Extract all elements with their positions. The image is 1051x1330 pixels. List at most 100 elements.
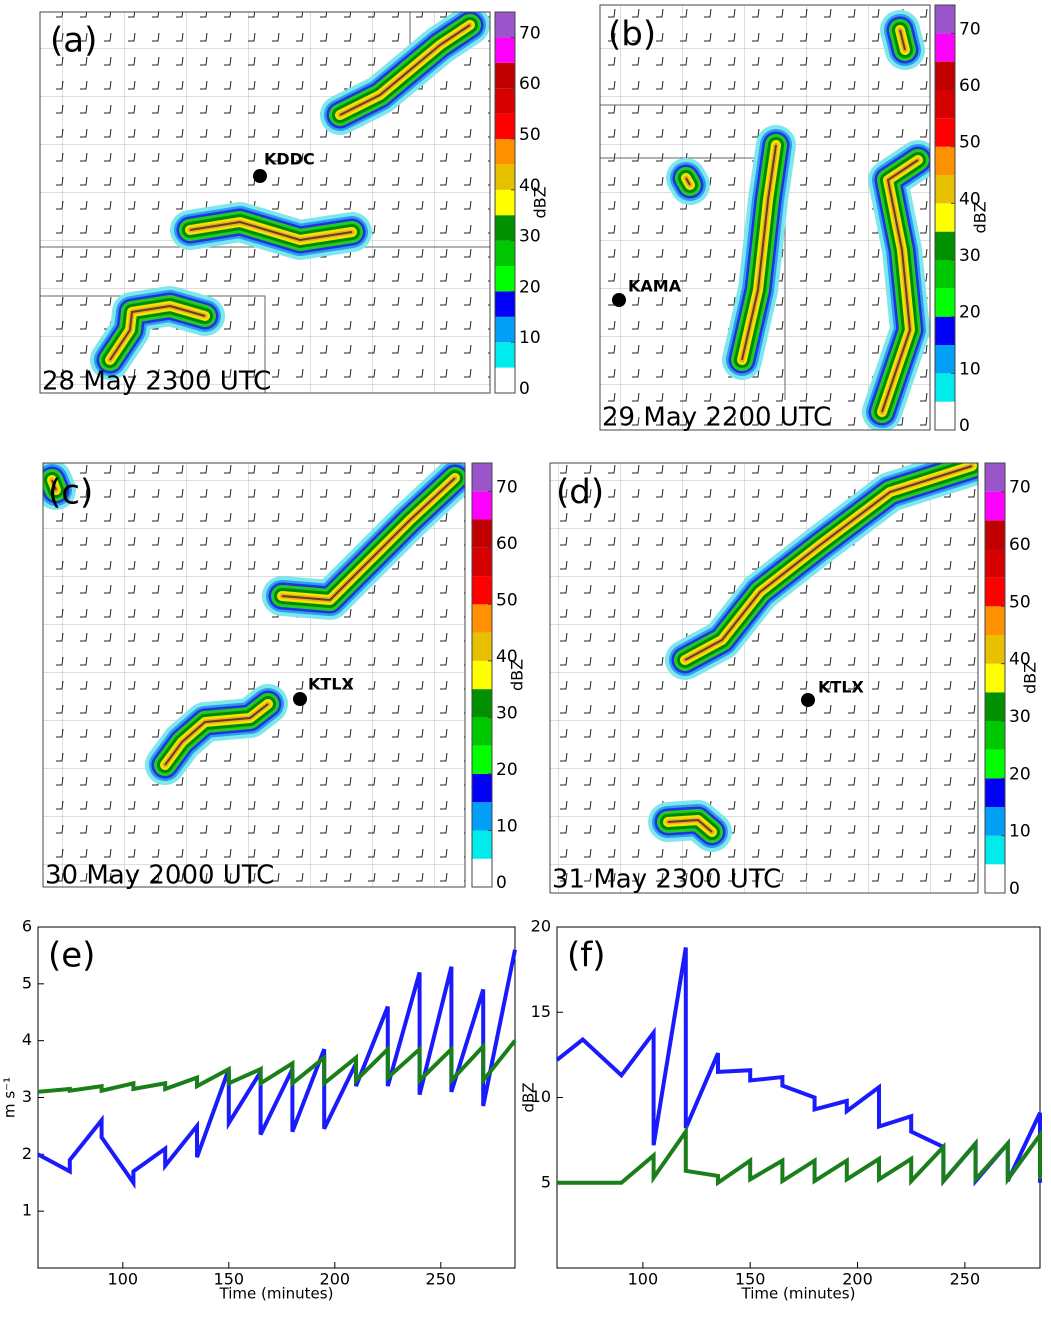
reflectivity-contour	[51, 479, 57, 491]
y-tick-label: 3	[22, 1087, 32, 1106]
y-tick-label: 20	[531, 917, 551, 936]
colorbar-tick-label: 20	[959, 303, 981, 323]
reflectivity-contour	[281, 477, 456, 602]
y-tick-label: 10	[531, 1087, 551, 1106]
colorbar-segment	[985, 663, 1005, 693]
colorbar-segment	[495, 37, 515, 63]
colorbar-segment	[472, 576, 492, 605]
colorbar-segment	[985, 721, 1005, 750]
panel-time: 29 May 2200 UTC	[602, 403, 831, 433]
colorbar-segment	[985, 635, 1005, 664]
colorbar-segment	[985, 835, 1005, 865]
colorbar-segment	[472, 745, 492, 774]
station-label: KTLX	[818, 678, 865, 697]
panel-time: 28 May 2300 UTC	[42, 367, 271, 397]
colorbar-segment	[935, 33, 955, 62]
map-frame	[549, 462, 979, 894]
colorbar-segment	[935, 203, 955, 232]
y-tick-label: 5	[541, 1172, 551, 1191]
colorbar-tick-label: 30	[519, 227, 541, 247]
colorbar-segment	[472, 858, 492, 887]
colorbar-segment	[495, 88, 515, 114]
plot-area	[556, 926, 1041, 1269]
colorbar-segment	[985, 577, 1005, 607]
colorbar-segment	[935, 146, 955, 175]
x-tick-label: 150	[735, 1270, 766, 1289]
colorbar-tick-label: 50	[959, 133, 981, 153]
x-tick-label: 150	[214, 1270, 245, 1289]
colorbar-tick-label: 30	[496, 703, 518, 723]
reflectivity-contour	[685, 177, 691, 186]
colorbar-tick-label: 20	[496, 760, 518, 780]
panel-label: (b)	[608, 15, 656, 55]
map-panel	[550, 463, 978, 893]
y-axis-label: dBZ	[520, 1082, 538, 1112]
colorbar-tick-label: 50	[519, 125, 541, 145]
map-panel	[43, 463, 465, 887]
colorbar-segment	[472, 632, 492, 661]
panel-time: 30 May 2000 UTC	[45, 861, 274, 891]
colorbar-tick-label: 70	[496, 477, 518, 497]
colorbar-tick-label: 0	[959, 416, 970, 436]
colorbar-segment	[935, 345, 955, 374]
colorbar-tick-label: 60	[1009, 535, 1031, 555]
colorbar-segment	[495, 215, 515, 241]
colorbar-tick-label: 30	[1009, 707, 1031, 727]
x-axis-label: Time (minutes)	[219, 1285, 334, 1303]
colorbar-tick-label: 0	[1009, 879, 1020, 899]
colorbar-segment	[472, 463, 492, 492]
colorbar-tick-label: 20	[1009, 764, 1031, 784]
colorbar-segment	[495, 342, 515, 368]
colorbar-segment	[935, 231, 955, 260]
colorbar-tick-label: 70	[519, 23, 541, 43]
colorbar-frame	[471, 462, 493, 888]
y-tick-label: 15	[531, 1002, 551, 1021]
colorbar-segment	[985, 749, 1005, 779]
x-tick-label: 100	[628, 1270, 659, 1289]
colorbar-tick-label: 40	[519, 176, 541, 196]
colorbar-segment	[495, 139, 515, 165]
x-tick-label: 200	[842, 1270, 873, 1289]
colorbar-segment	[472, 773, 492, 803]
colorbar-segment	[495, 113, 515, 139]
colorbar-tick-label: 30	[959, 246, 981, 266]
colorbar-segment	[472, 604, 492, 633]
reflectivity-contour	[189, 220, 353, 242]
station-marker	[801, 693, 815, 707]
panel-label: (a)	[50, 21, 97, 61]
colorbar-tick-label: 60	[959, 76, 981, 96]
colorbar-segment	[985, 549, 1005, 578]
y-tick-label: 4	[22, 1030, 32, 1049]
colorbar-frame	[934, 4, 956, 431]
reflectivity-contour	[339, 24, 471, 116]
y-axis-label: m s⁻¹	[1, 1077, 19, 1118]
x-tick-label: 100	[108, 1270, 139, 1289]
colorbar-segment	[472, 717, 492, 746]
map-panel	[600, 5, 930, 430]
map-panel	[40, 12, 490, 393]
reflectivity-contour	[741, 144, 777, 361]
panel-label: (e)	[48, 936, 95, 976]
colorbar-segment	[495, 189, 515, 216]
colorbar-tick-label: 10	[519, 328, 541, 348]
map-frame	[42, 462, 466, 888]
colorbar-segment	[495, 367, 515, 393]
colorbar-label: dBZ	[1021, 662, 1040, 694]
map-frame	[599, 4, 931, 431]
colorbar-tick-label: 40	[959, 189, 981, 209]
colorbar-tick-label: 40	[496, 647, 518, 667]
colorbar-segment	[495, 62, 515, 89]
colorbar-label: dBZ	[971, 201, 990, 233]
colorbar-segment	[985, 807, 1005, 836]
colorbar-tick-label: 10	[1009, 822, 1031, 842]
colorbar-segment	[935, 260, 955, 289]
colorbar-tick-label: 0	[496, 873, 507, 893]
colorbar-segment	[935, 373, 955, 402]
y-tick-label: 2	[22, 1144, 32, 1163]
colorbar-segment	[472, 660, 492, 690]
colorbar-segment	[935, 118, 955, 147]
reflectivity-contour	[109, 304, 206, 361]
reflectivity-contour	[667, 818, 713, 833]
station-marker	[253, 169, 267, 183]
